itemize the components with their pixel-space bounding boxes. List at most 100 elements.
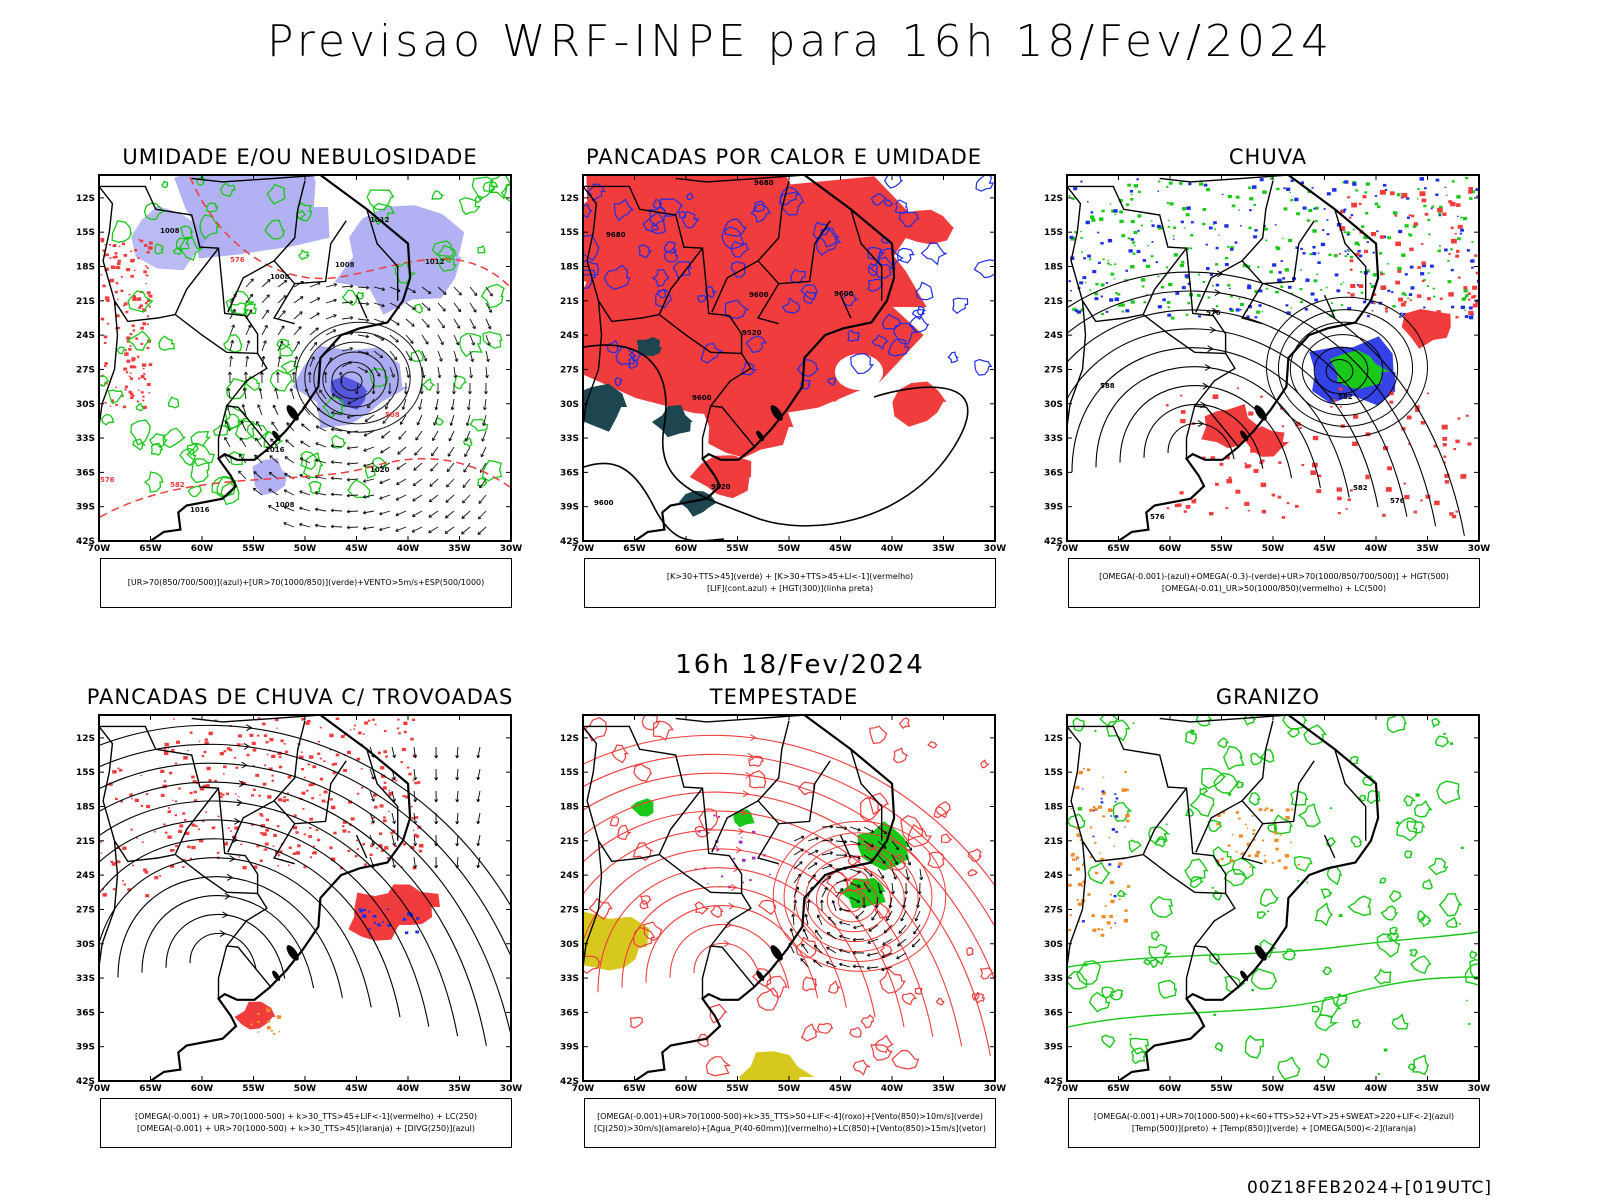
rain-cells <box>1463 286 1468 290</box>
lat-label: 39S <box>560 503 579 513</box>
red-cells <box>112 256 116 259</box>
precipitable-water-contour <box>756 987 779 1011</box>
omega-strong-cells <box>1404 224 1409 228</box>
omega-weak-cells <box>1302 206 1307 210</box>
storm-cells <box>224 842 228 846</box>
temp-850-contour <box>1311 1005 1321 1013</box>
rain-cells <box>1401 193 1408 198</box>
omega-strong-cells <box>1157 275 1160 278</box>
omega-weak-cells <box>1206 267 1210 270</box>
wind-vector <box>891 868 897 880</box>
wind-vector <box>266 294 270 298</box>
rain-cells <box>1404 495 1410 500</box>
wind-vector <box>807 862 818 870</box>
panel-title: UMIDADE E/OU NEBULOSIDADE <box>122 145 478 169</box>
wind-vector <box>452 391 456 395</box>
storm-cells <box>262 782 267 786</box>
wind-vector <box>843 878 847 883</box>
wind-vector <box>428 526 439 534</box>
map-frame <box>582 714 996 1082</box>
storm-cells <box>172 849 175 852</box>
omega-strong-cells <box>1169 202 1174 206</box>
wind-vector <box>485 286 493 297</box>
streamline-arrow <box>455 843 460 847</box>
red-cells <box>114 290 118 294</box>
omega-weak-cells <box>1272 263 1277 267</box>
omega-strong-cells <box>1207 296 1211 299</box>
rain-cells <box>1337 496 1342 501</box>
omega-weak-cells <box>1068 280 1071 283</box>
precipitable-water-contour <box>588 897 613 921</box>
storm-area <box>234 1001 276 1030</box>
omega-500-cells <box>1101 914 1106 919</box>
wind-vector <box>485 375 489 379</box>
hail-cells <box>1082 788 1084 790</box>
omega-strong-cells <box>1276 187 1280 191</box>
omega-strong-cells <box>1212 223 1215 226</box>
divergence-cells <box>402 917 407 921</box>
thickness-label: 576 <box>100 476 115 484</box>
hail-cells <box>1100 801 1104 804</box>
wind-vector <box>469 375 474 379</box>
rain-cells <box>1421 242 1424 245</box>
rain-cells <box>1253 469 1259 473</box>
red-cells <box>130 274 134 278</box>
severe-cells <box>749 879 752 881</box>
storm-cells <box>360 768 363 770</box>
geography <box>1067 715 1380 1081</box>
streamline <box>1277 309 1414 427</box>
omega-500-cells <box>1284 854 1290 858</box>
red-cells <box>132 365 137 369</box>
wind-vector <box>817 914 823 926</box>
rain-cells <box>1442 437 1448 441</box>
storm-cells <box>262 832 267 836</box>
wind-vector <box>464 438 469 442</box>
wind-vector <box>802 928 809 940</box>
streamline-arrow <box>434 777 439 781</box>
rain-cells <box>1212 427 1218 432</box>
omega-weak-cells <box>1230 248 1234 251</box>
lon-label: 45W <box>829 1084 852 1094</box>
storm-cells <box>301 768 305 771</box>
wind-vector <box>283 522 295 528</box>
omega-strong-cells <box>1125 203 1130 206</box>
omega-weak-cells <box>1254 316 1258 319</box>
wind-vector <box>446 462 455 472</box>
omega-weak-cells <box>1184 274 1189 278</box>
wind-vector <box>283 522 287 526</box>
storm-cells <box>380 849 385 852</box>
omega-strong-cells <box>1102 258 1105 261</box>
omega-weak-cells <box>1410 286 1415 290</box>
lon-label: 60W <box>191 544 214 554</box>
lon-label: 70W <box>1056 544 1079 554</box>
wind-vector <box>230 339 235 344</box>
rain-cells <box>1353 414 1359 419</box>
storm-cells <box>415 816 419 819</box>
storm-cells <box>217 815 220 818</box>
wind-vector <box>229 324 235 336</box>
wind-vector <box>462 500 466 504</box>
storm-cells <box>195 825 198 828</box>
rain-cells <box>1180 394 1183 397</box>
lifted-index-contour <box>583 269 596 289</box>
lat-label: 27S <box>76 905 95 915</box>
wind-vector <box>395 497 400 501</box>
severe-cells <box>741 837 743 839</box>
omega-strong-cells <box>1408 233 1413 237</box>
temp-850-cells <box>1227 792 1232 796</box>
rain-cells <box>1443 455 1447 458</box>
omega-500-cells <box>1251 815 1254 817</box>
streamline-arrow <box>234 817 241 825</box>
wind-vector <box>309 297 321 304</box>
streamline <box>583 810 963 1047</box>
wind-vector <box>412 510 423 517</box>
storm-cells <box>329 748 332 751</box>
wind-vector <box>428 529 432 534</box>
wind-vector <box>223 453 231 464</box>
humidity-low-contour <box>126 330 152 352</box>
temp-850-cells <box>1094 730 1097 732</box>
storm-cells <box>319 726 322 729</box>
wind-vector <box>379 511 383 516</box>
omega-weak-cells <box>1188 182 1192 186</box>
wind-vector <box>844 826 848 831</box>
